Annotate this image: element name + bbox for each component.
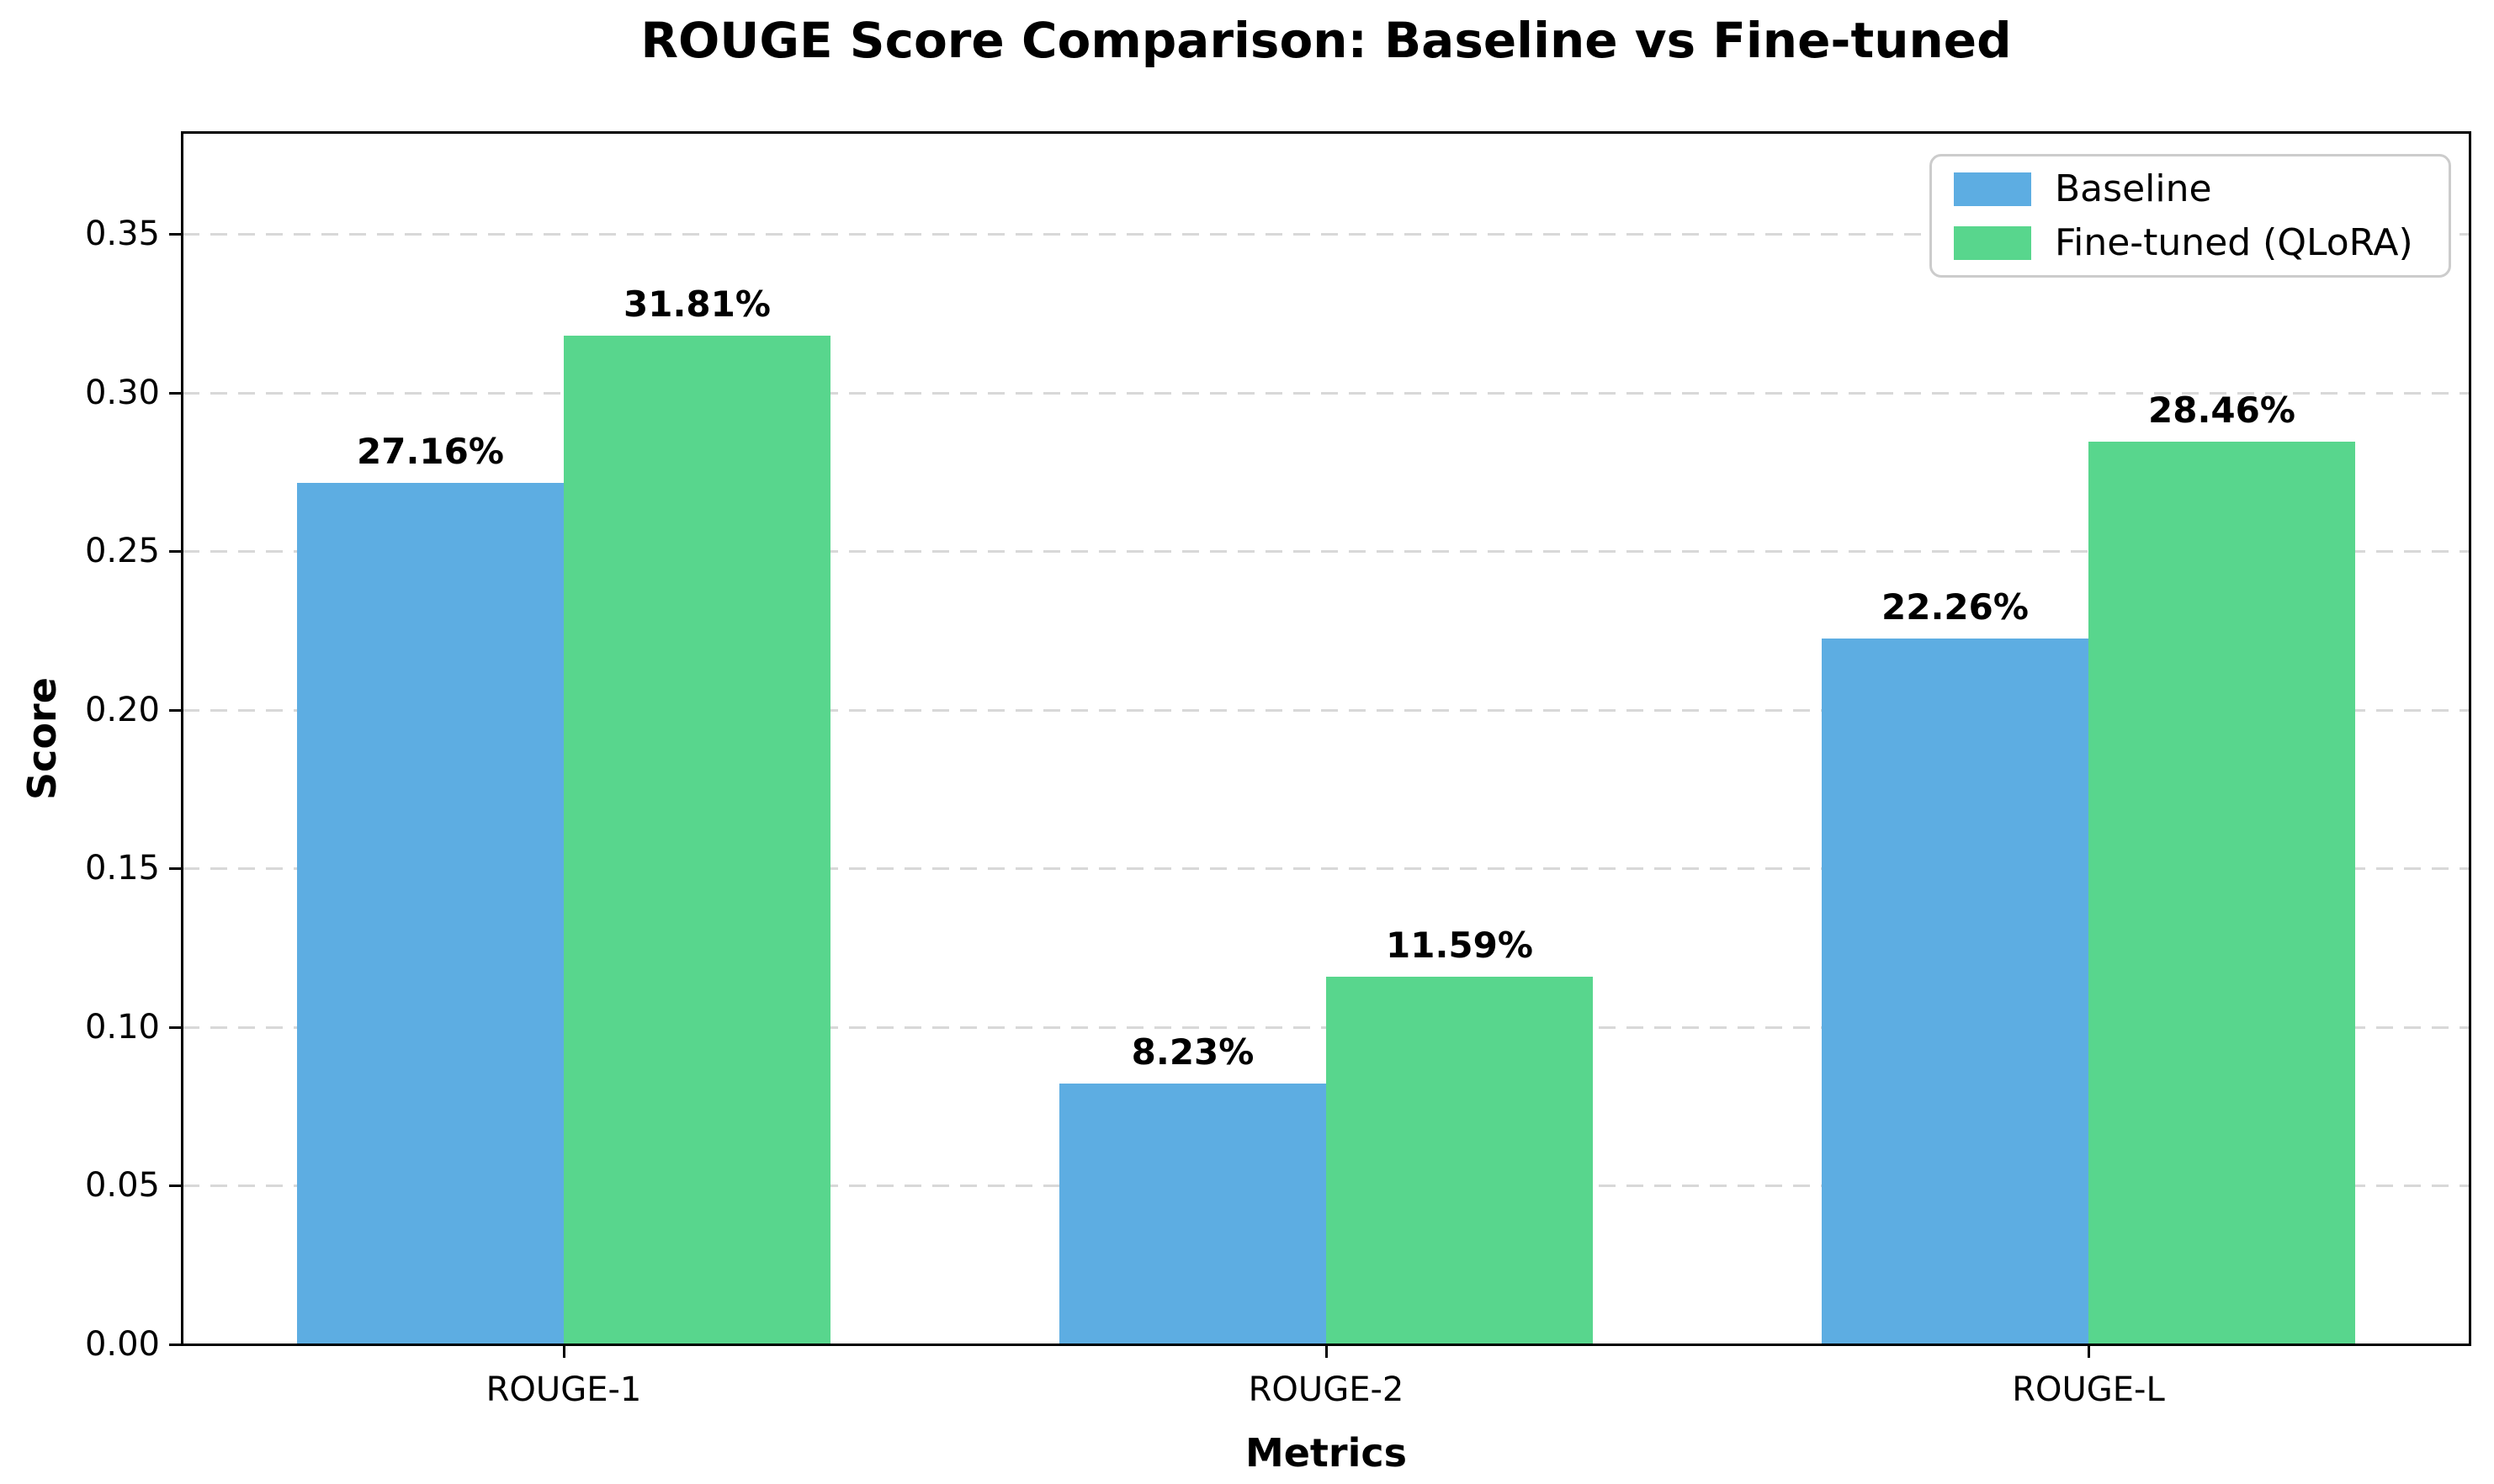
- y-tick-mark: [169, 550, 183, 554]
- y-tick-mark: [169, 233, 183, 236]
- bar-finetuned-rouge-l: [2088, 441, 2355, 1344]
- bar-value-label-baseline-rouge-1: 27.16%: [357, 430, 504, 472]
- legend-label-baseline: Baseline: [2055, 167, 2212, 210]
- bar-finetuned-rouge-2: [1326, 976, 1593, 1344]
- bar-finetuned-rouge-1: [564, 335, 830, 1344]
- legend-entry-baseline: Baseline: [1954, 167, 2427, 210]
- x-tick-label: ROUGE-L: [2012, 1370, 2165, 1409]
- x-tick-label: ROUGE-2: [1248, 1370, 1404, 1409]
- gridline: [183, 233, 2470, 236]
- legend: Baseline Fine-tuned (QLoRA): [1929, 154, 2451, 278]
- x-tick-label: ROUGE-1: [486, 1370, 642, 1409]
- legend-label-finetuned: Fine-tuned (QLoRA): [2055, 220, 2413, 264]
- bar-value-label-baseline-rouge-2: 8.23%: [1131, 1031, 1255, 1073]
- bar-baseline-rouge-2: [1059, 1083, 1326, 1344]
- chart-title: ROUGE Score Comparison: Baseline vs Fine…: [640, 12, 2012, 69]
- gridline: [183, 391, 2470, 395]
- y-tick-mark: [169, 391, 183, 395]
- y-tick-label: 0.30: [84, 373, 160, 412]
- gridline: [183, 867, 2470, 871]
- bar-value-label-baseline-rouge-l: 22.26%: [1881, 586, 2029, 628]
- bar-baseline-rouge-l: [1822, 638, 2088, 1344]
- legend-swatch-baseline: [1954, 172, 2031, 206]
- bar-value-label-finetuned-rouge-1: 31.81%: [624, 283, 771, 325]
- x-axis-label: Metrics: [1244, 1430, 1408, 1476]
- x-tick-mark: [1325, 1344, 1328, 1358]
- y-tick-label: 0.10: [84, 1007, 160, 1047]
- gridline: [183, 708, 2470, 712]
- y-tick-label: 0.00: [84, 1325, 160, 1364]
- y-tick-label: 0.20: [84, 690, 160, 729]
- gridline: [183, 550, 2470, 554]
- y-tick-mark: [169, 867, 183, 871]
- y-tick-mark: [169, 1185, 183, 1188]
- legend-swatch-finetuned: [1954, 225, 2031, 260]
- y-tick-label: 0.25: [84, 532, 160, 571]
- x-tick-mark: [563, 1344, 565, 1358]
- bar-value-label-finetuned-rouge-l: 28.46%: [2148, 389, 2295, 431]
- y-tick-mark: [169, 1344, 183, 1346]
- bar-baseline-rouge-1: [297, 482, 564, 1344]
- bar-value-label-finetuned-rouge-2: 11.59%: [1386, 924, 1533, 966]
- legend-entry-finetuned: Fine-tuned (QLoRA): [1954, 220, 2427, 264]
- y-tick-label: 0.15: [84, 849, 160, 888]
- y-tick-label: 0.35: [84, 215, 160, 254]
- y-tick-mark: [169, 1026, 183, 1029]
- x-tick-mark: [2088, 1344, 2090, 1358]
- y-tick-label: 0.05: [84, 1166, 160, 1206]
- y-tick-mark: [169, 708, 183, 712]
